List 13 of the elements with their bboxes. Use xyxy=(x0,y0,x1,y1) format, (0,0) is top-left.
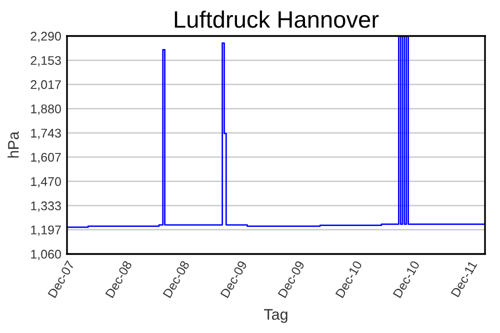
y-tick-label: 1,607 xyxy=(31,152,61,164)
y-axis-title: hPa xyxy=(8,131,19,158)
chart-title: Luftdruck Hannover xyxy=(174,10,379,28)
y-tick-label: 1,060 xyxy=(31,250,61,260)
y-tick-label: 1,743 xyxy=(31,128,61,140)
x-axis-title: Tag xyxy=(264,309,288,323)
y-tick-label: 2,290 xyxy=(30,32,61,42)
y-tick-label: 1,470 xyxy=(31,177,61,188)
y-tick-label: 2,153 xyxy=(30,56,61,66)
y-tick-label: 1,197 xyxy=(31,226,61,236)
y-tick-label: 1,880 xyxy=(31,104,61,115)
y-tick-label: 2,017 xyxy=(30,80,61,91)
y-tick-label: 1,333 xyxy=(31,201,61,212)
